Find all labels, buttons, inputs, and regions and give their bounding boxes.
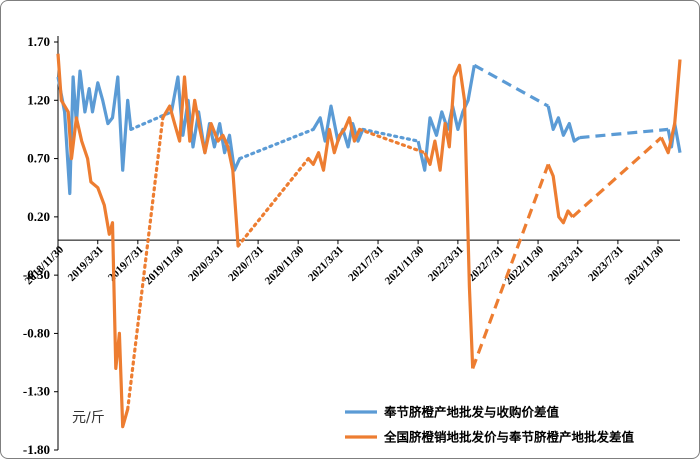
x-tick-label: 2020/3/31: [186, 244, 226, 284]
unit-label: 元/斤: [72, 410, 105, 426]
x-tick-label: 2020/7/31: [226, 244, 266, 284]
x-tick-label: 2020/11/30: [263, 243, 307, 287]
series-2-line-2: [126, 116, 165, 411]
x-tick-label: 2021/11/30: [383, 243, 427, 287]
x-tick-label: 2019/3/31: [66, 244, 106, 284]
series-2-line-4: [236, 157, 310, 248]
series-1: [56, 63, 682, 196]
series-1-line-4: [238, 127, 315, 161]
x-tick-label: 2022/3/31: [426, 244, 466, 284]
x-tick-label: 2022/11/30: [503, 243, 547, 287]
series-1-line-8: [473, 63, 549, 108]
legend-label-2: 全国脐橙销地批发价与奉节脐橙产地批发差值: [383, 430, 635, 445]
series-2-line-1: [56, 53, 130, 429]
series-2-line-3: [161, 75, 240, 247]
series-2-line-5: [307, 116, 362, 172]
y-tick-label: -1.30: [23, 384, 50, 399]
series-1-line-6: [361, 127, 420, 143]
series-2-line-10: [571, 136, 663, 219]
series-1-line-9: [546, 105, 581, 143]
x-tick-label: 2021/7/31: [346, 244, 386, 284]
x-tick-label: 2023/7/31: [586, 244, 626, 284]
plot-area: [56, 53, 682, 429]
series-2-line-7: [423, 63, 475, 369]
legend-label-1: 奉节脐橙产地批发与收购价差值: [383, 405, 560, 420]
y-tick-label: 1.70: [27, 34, 50, 49]
series-2-line-6: [358, 127, 427, 155]
x-tick-label: 2023/3/31: [546, 244, 586, 284]
y-tick-label: -0.30: [23, 267, 50, 282]
x-tick-label: 2019/11/30: [143, 243, 187, 287]
y-tick-label: 0.20: [27, 209, 50, 224]
series-2-line-9: [546, 163, 574, 225]
y-tick-label: 0.70: [27, 151, 50, 166]
series-2: [56, 53, 682, 429]
x-tick-label: 2021/3/31: [306, 244, 346, 284]
x-tick-label: 2023/11/30: [623, 243, 667, 287]
series-2-line-11: [659, 59, 682, 155]
series-2-line-8: [471, 163, 550, 369]
x-tick-label: 2022/7/31: [466, 244, 506, 284]
y-tick-label: -1.80: [23, 442, 50, 457]
series-1-line-1: [56, 69, 133, 196]
y-tick-label: 1.20: [27, 92, 50, 107]
series-1-line-2: [129, 110, 173, 131]
y-axis: 1.70 1.20 0.70 0.20 -0.30 -0.80 -1.30 -1.80: [23, 34, 59, 457]
series-1-line-10: [579, 127, 669, 140]
y-tick-label: -0.80: [23, 325, 50, 340]
